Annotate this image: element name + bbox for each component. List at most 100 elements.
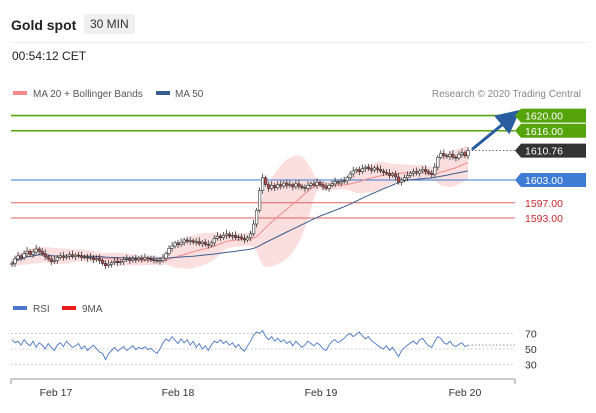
candle <box>22 250 26 261</box>
rsi-ma-legend-swatch <box>62 306 76 310</box>
candle-body <box>387 172 392 176</box>
candle-body <box>288 184 292 186</box>
candle <box>282 180 286 189</box>
candle-body <box>224 233 229 236</box>
candle-body <box>351 170 355 175</box>
candle-body <box>221 235 225 238</box>
candle <box>170 241 174 252</box>
candle <box>415 167 419 176</box>
price-tag-1616.00: 1616.00 <box>515 123 586 138</box>
rsi-level-label-30: 30 <box>525 359 537 371</box>
candle-body <box>97 258 102 261</box>
candle-body <box>312 183 316 186</box>
candle <box>91 255 96 264</box>
candle <box>236 234 241 242</box>
candle <box>239 233 244 241</box>
candle-body <box>466 150 470 157</box>
candle <box>439 150 443 160</box>
candle <box>100 258 105 266</box>
candle <box>342 176 346 184</box>
candle <box>79 251 84 261</box>
candle <box>360 164 364 174</box>
candle <box>140 254 144 263</box>
candle <box>261 173 265 195</box>
price-tag-1603.00: 1603.00 <box>515 173 586 188</box>
candle-body <box>463 152 467 157</box>
candle-body <box>88 257 93 259</box>
candle <box>137 255 141 262</box>
candle-body <box>137 257 141 260</box>
timeframe-badge[interactable]: 30 MIN <box>84 14 135 34</box>
candle <box>354 167 358 174</box>
candle-body <box>194 241 198 243</box>
rsi-line <box>11 329 469 361</box>
candle <box>387 169 392 179</box>
candle <box>248 230 253 242</box>
candle-body <box>236 236 241 239</box>
candle-body <box>372 167 376 171</box>
candle <box>221 232 225 240</box>
candle <box>333 177 337 188</box>
candle-body <box>170 245 174 249</box>
candle <box>82 254 87 260</box>
candle-body <box>327 185 331 189</box>
copyright-notice: Research © 2020 Trading Central <box>432 89 581 100</box>
candle <box>191 238 195 245</box>
time-readout: 00:54:12 CET <box>12 49 87 63</box>
candle-body <box>215 235 219 239</box>
candle-body <box>161 257 165 261</box>
candle-body <box>176 242 180 245</box>
candle-body <box>315 182 319 186</box>
candle <box>303 184 307 192</box>
candle-body <box>445 155 449 157</box>
candle-body <box>399 179 404 183</box>
candle-body <box>25 251 29 254</box>
candle-body <box>264 177 268 185</box>
candle-body <box>167 247 171 254</box>
x-tick-label: Feb 17 <box>40 387 73 399</box>
price-tag-1597.00: 1597.00 <box>525 198 563 210</box>
candle-body <box>415 171 419 174</box>
candle-body <box>19 255 23 259</box>
candle-body <box>46 256 50 260</box>
x-tick-label: Feb 20 <box>449 387 482 399</box>
legend: MA 20 + Bollinger Bands MA 50 Research © 2… <box>13 89 581 100</box>
candle-body <box>460 152 464 155</box>
time-axis: Feb 17 Feb 18 Feb 19 Feb 20 <box>10 378 516 399</box>
candle <box>406 171 410 182</box>
candle-body <box>164 253 168 259</box>
candle <box>339 178 343 187</box>
candle <box>134 254 138 264</box>
candle-body <box>146 257 150 260</box>
candle <box>270 181 274 191</box>
candle-body <box>85 256 90 259</box>
candle <box>457 151 461 161</box>
candle <box>146 255 150 263</box>
candle <box>58 252 62 260</box>
candle-body <box>381 170 386 173</box>
candle <box>324 182 328 191</box>
candle <box>19 253 23 262</box>
candle-body <box>454 156 458 159</box>
candle <box>185 236 189 244</box>
candle <box>64 253 68 260</box>
candle-body <box>270 185 274 189</box>
candle-body <box>49 258 53 262</box>
candle <box>16 251 20 262</box>
candle-body <box>366 166 370 169</box>
candle <box>122 256 126 265</box>
chart-header: Gold spot 30 MIN <box>0 0 596 42</box>
candle <box>197 237 201 247</box>
price-tag-text: 1616.00 <box>525 126 563 138</box>
candle <box>206 240 210 249</box>
candle <box>70 250 74 259</box>
candle <box>399 177 404 186</box>
candle <box>113 257 117 265</box>
candle <box>297 179 301 190</box>
candle <box>119 259 123 265</box>
candle <box>273 183 277 192</box>
candle <box>224 229 229 239</box>
candle <box>300 183 304 190</box>
candle <box>152 255 156 264</box>
